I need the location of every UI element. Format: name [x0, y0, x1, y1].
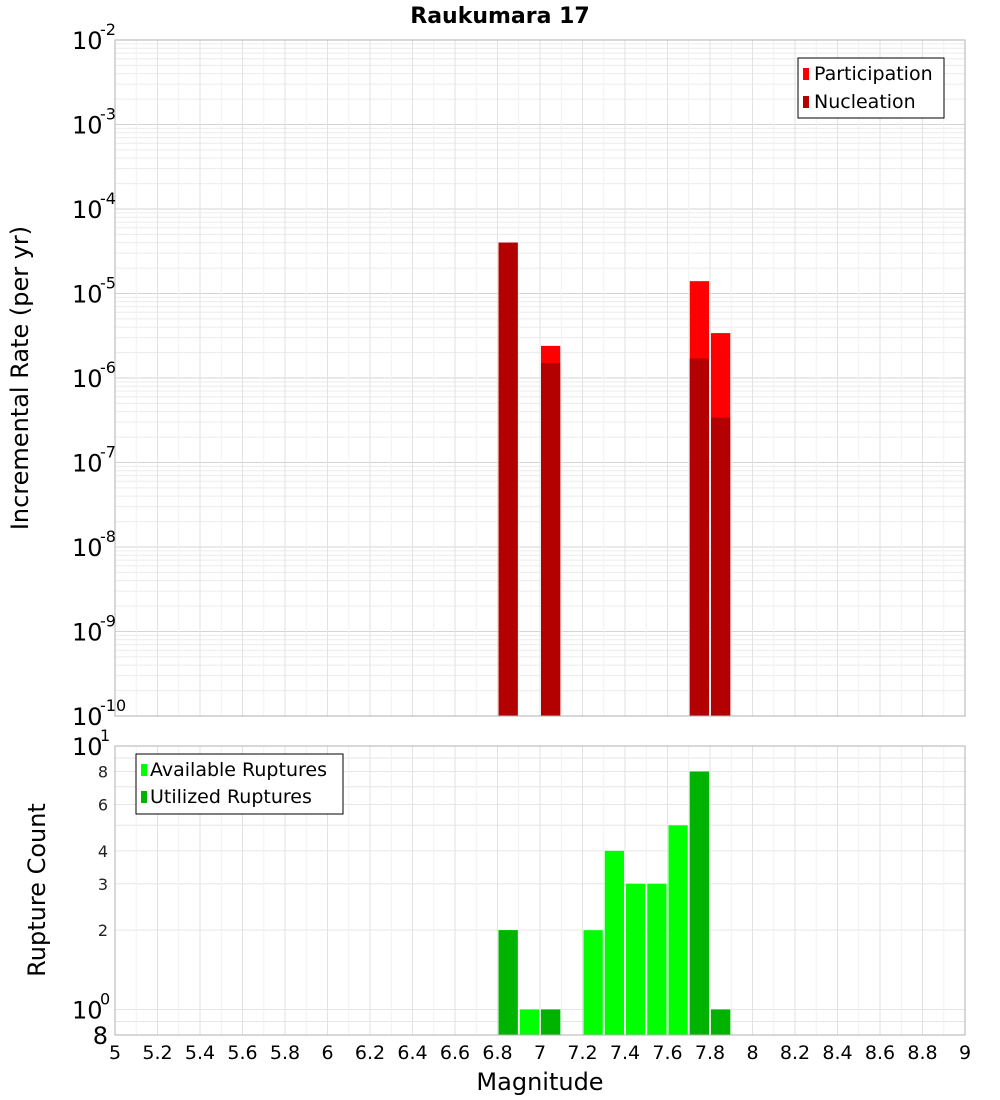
- rate-tick-exponent: -7: [100, 443, 116, 462]
- nucleation-bar: [711, 417, 731, 716]
- rate-legend-label: Participation: [814, 63, 933, 85]
- rate-tick-exponent: -5: [100, 274, 116, 293]
- count-minor-tick-label: 6: [98, 795, 108, 814]
- magnitude-tick-label: 7.6: [652, 1042, 682, 1064]
- rate-tick-label: 10: [72, 27, 103, 55]
- count-tick-exponent: 1: [100, 726, 110, 745]
- magnitude-tick-label: 7: [534, 1042, 546, 1064]
- rate-tick-label: 10: [72, 703, 103, 731]
- rate-legend-label: Nucleation: [814, 91, 916, 113]
- utilized-ruptures-bar: [541, 1009, 561, 1035]
- rate-tick-exponent: -9: [100, 612, 116, 631]
- magnitude-tick-label: 6.4: [397, 1042, 427, 1064]
- rupture-count-axis-label: Rupture Count: [23, 803, 51, 977]
- rate-legend-swatch: [803, 68, 809, 80]
- available-ruptures-bar: [519, 1009, 539, 1035]
- count-tick-label: 10: [72, 996, 103, 1024]
- count-legend-box: [135, 753, 344, 815]
- available-ruptures-bar: [604, 850, 624, 1035]
- available-ruptures-bar: [626, 883, 646, 1035]
- nucleation-bar: [498, 242, 518, 717]
- rate-legend-swatch: [803, 96, 809, 108]
- magnitude-tick-label: 8: [746, 1042, 758, 1064]
- magnitude-tick-label: 5.2: [142, 1042, 172, 1064]
- rate-tick-exponent: -3: [100, 105, 116, 124]
- magnitude-tick-label: 7.4: [610, 1042, 640, 1064]
- magnitude-tick-label: 6.6: [440, 1042, 470, 1064]
- count-minor-tick-label: 4: [98, 842, 108, 861]
- count-minor-tick-label: 2: [98, 921, 108, 940]
- nucleation-bar: [689, 358, 709, 716]
- magnitude-tick-label: 8.8: [907, 1042, 937, 1064]
- count-legend-swatch: [141, 764, 147, 776]
- count-minor-tick-label: 8: [98, 763, 108, 782]
- utilized-ruptures-bar: [689, 771, 709, 1035]
- magnitude-tick-label: 7.2: [567, 1042, 597, 1064]
- rate-tick-label: 10: [72, 196, 103, 224]
- rate-plot-frame: [114, 39, 966, 717]
- count-tick-label: 10: [72, 733, 103, 761]
- magnitude-tick-label: 7.8: [695, 1042, 725, 1064]
- count-tick-label: 8: [93, 1022, 108, 1050]
- magnitude-axis-label: Magnitude: [476, 1068, 603, 1096]
- count-tick-exponent: 0: [100, 989, 110, 1008]
- magnitude-tick-label: 8.6: [865, 1042, 895, 1064]
- nucleation-bar: [541, 363, 561, 716]
- utilized-ruptures-bar: [498, 930, 518, 1035]
- count-plot-frame: [114, 745, 966, 1036]
- rate-tick-label: 10: [72, 112, 103, 140]
- magnitude-tick-label: 5.8: [270, 1042, 300, 1064]
- rate-tick-label: 10: [72, 534, 103, 562]
- magnitude-tick-label: 5.4: [185, 1042, 215, 1064]
- rate-tick-label: 10: [72, 619, 103, 647]
- magnitude-tick-label: 9: [959, 1042, 971, 1064]
- magnitude-tick-label: 5: [109, 1042, 121, 1064]
- rate-tick-label: 10: [72, 281, 103, 309]
- available-ruptures-bar: [583, 930, 603, 1035]
- magnitude-tick-label: 8.2: [780, 1042, 810, 1064]
- rate-tick-label: 10: [72, 365, 103, 393]
- rate-tick-label: 10: [72, 450, 103, 478]
- chart-title: Raukumara 17: [410, 4, 589, 29]
- magnitude-tick-label: 6: [321, 1042, 333, 1064]
- rate-tick-exponent: -10: [100, 696, 126, 715]
- utilized-ruptures-bar: [711, 1009, 731, 1035]
- magnitude-tick-label: 5.6: [227, 1042, 257, 1064]
- count-legend-label: Utilized Ruptures: [150, 786, 312, 808]
- count-legend-label: Available Ruptures: [150, 759, 327, 781]
- rate-legend-box: [797, 57, 945, 119]
- magnitude-tick-label: 6.8: [482, 1042, 512, 1064]
- rate-tick-exponent: -6: [100, 358, 116, 377]
- rate-tick-exponent: -4: [100, 189, 116, 208]
- rate-tick-exponent: -8: [100, 527, 116, 546]
- count-legend-swatch: [141, 791, 147, 803]
- available-ruptures-bar: [647, 883, 667, 1035]
- available-ruptures-bar: [668, 825, 688, 1035]
- count-minor-tick-label: 3: [98, 875, 108, 894]
- magnitude-tick-label: 8.4: [822, 1042, 852, 1064]
- rate-tick-exponent: -2: [100, 20, 116, 39]
- magnitude-tick-label: 6.2: [355, 1042, 385, 1064]
- rate-axis-label: Incremental Rate (per yr): [6, 226, 34, 530]
